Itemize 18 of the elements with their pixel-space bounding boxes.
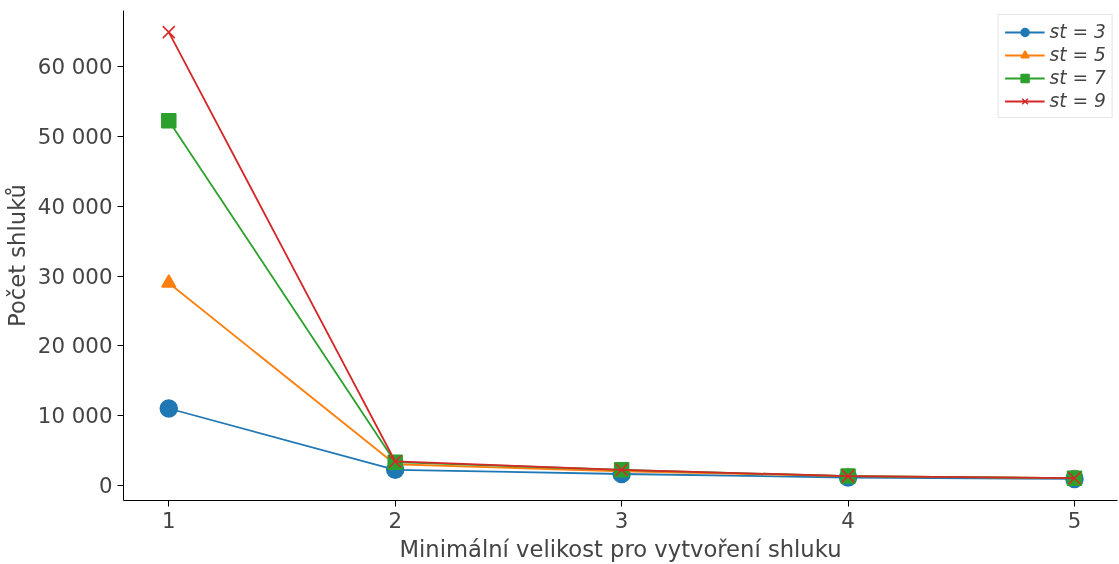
y-tick-label: 0 — [98, 472, 113, 498]
x-axis-title: Minimální velikost pro vytvoření shluku — [399, 535, 842, 562]
legend-label: st = 7 — [1049, 67, 1106, 88]
x-tick-label: 3 — [614, 507, 629, 533]
legend-label: st = 3 — [1049, 21, 1106, 42]
y-axis-title: Počet shluků — [3, 184, 30, 327]
y-tick-label: 30 000 — [37, 263, 113, 289]
y-tick-label: 10 000 — [37, 402, 113, 428]
x-tick-label: 1 — [162, 507, 176, 533]
x-tick-label: 2 — [388, 507, 402, 533]
legend-label: st = 5 — [1049, 44, 1106, 65]
y-tick-label: 20 000 — [37, 333, 113, 359]
y-tick-label: 50 000 — [37, 124, 113, 150]
legend-label: st = 9 — [1049, 90, 1106, 111]
y-tick-label: 60 000 — [37, 54, 113, 80]
x-tick-label: 4 — [841, 507, 855, 533]
y-tick-label: 40 000 — [37, 193, 113, 219]
x-tick-label: 5 — [1067, 507, 1082, 533]
